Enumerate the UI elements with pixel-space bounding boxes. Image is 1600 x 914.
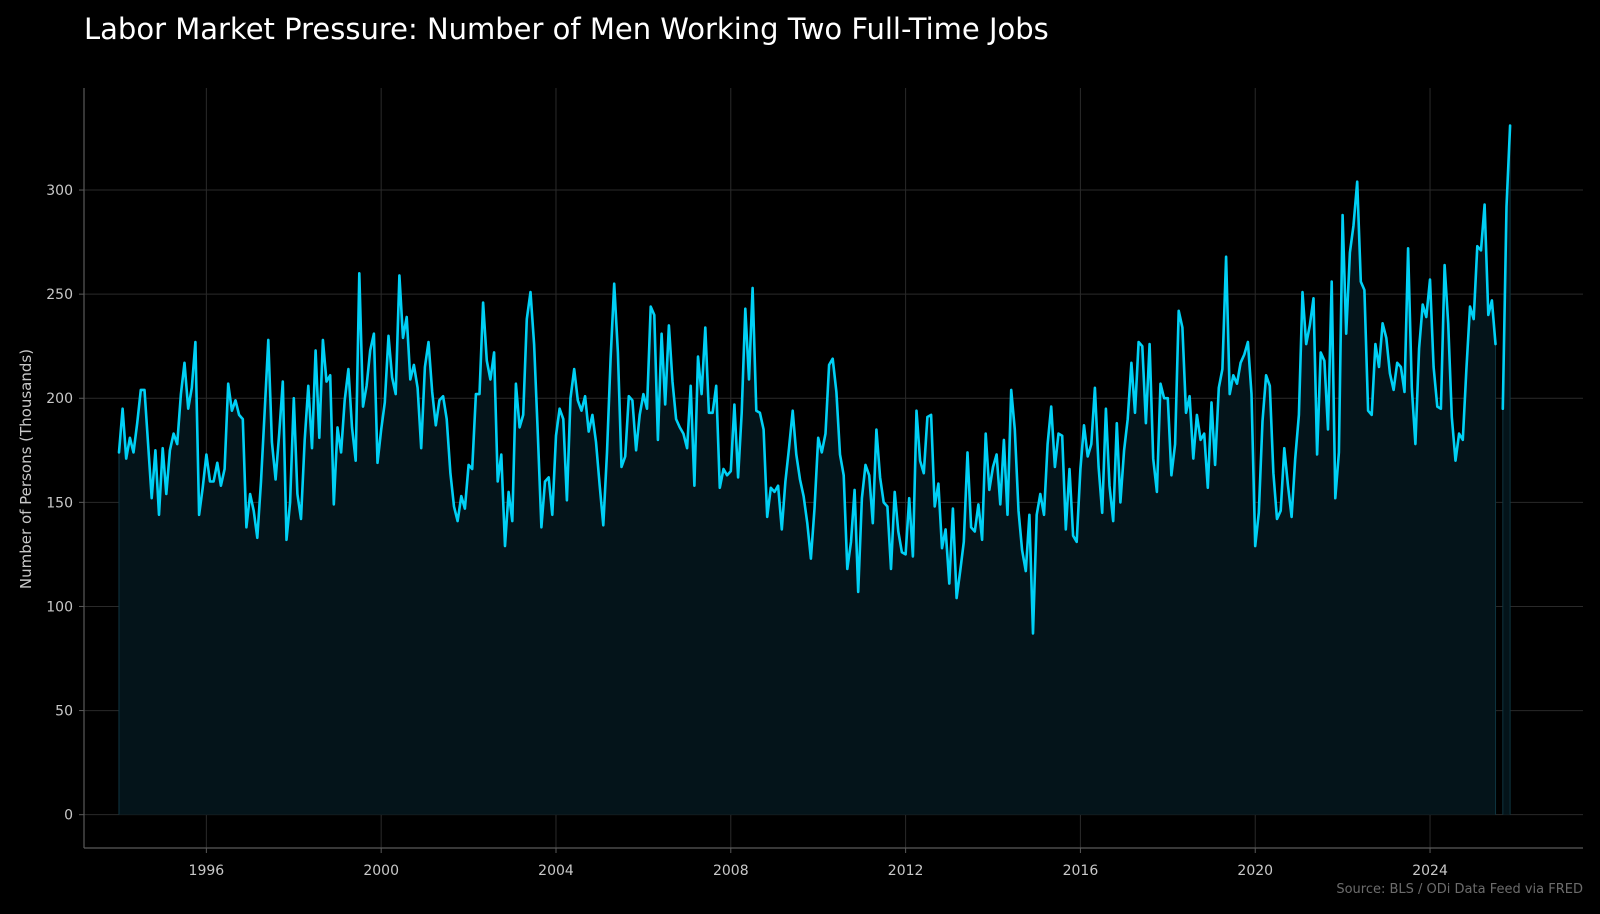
y-axis-ticks: 0 50 100 150 200 250 300	[46, 183, 84, 824]
series-line	[117, 124, 1512, 635]
y-tick-label: 150	[46, 495, 73, 511]
y-axis-title: Number of Persons (Thousands)	[17, 349, 35, 589]
x-tick-label: 2012	[888, 863, 924, 879]
chart-title: Labor Market Pressure: Number of Men Wor…	[84, 12, 1049, 46]
x-tick-label: 1996	[189, 863, 225, 879]
y-tick-label: 0	[64, 808, 73, 824]
y-tick-label: 250	[46, 287, 73, 303]
area-edge-lines	[118, 125, 1511, 815]
series-area-fill	[119, 125, 1511, 815]
axes	[83, 88, 1583, 849]
x-tick-label: 2004	[538, 863, 574, 879]
x-tick-label: 2020	[1237, 863, 1273, 879]
x-axis-ticks: 1996 2000 2004 2008 2012 2016 2020 2024	[189, 848, 1448, 879]
x-tick-label: 2008	[713, 863, 749, 879]
y-tick-label: 200	[46, 391, 73, 407]
y-tick-label: 50	[55, 704, 73, 720]
y-tick-label: 300	[46, 183, 73, 199]
x-tick-label: 2000	[363, 863, 399, 879]
x-tick-label: 2024	[1412, 863, 1448, 879]
y-tick-label: 100	[46, 599, 73, 615]
x-tick-label: 2016	[1063, 863, 1099, 879]
source-note: Source: BLS / ODi Data Feed via FRED	[1336, 882, 1583, 897]
